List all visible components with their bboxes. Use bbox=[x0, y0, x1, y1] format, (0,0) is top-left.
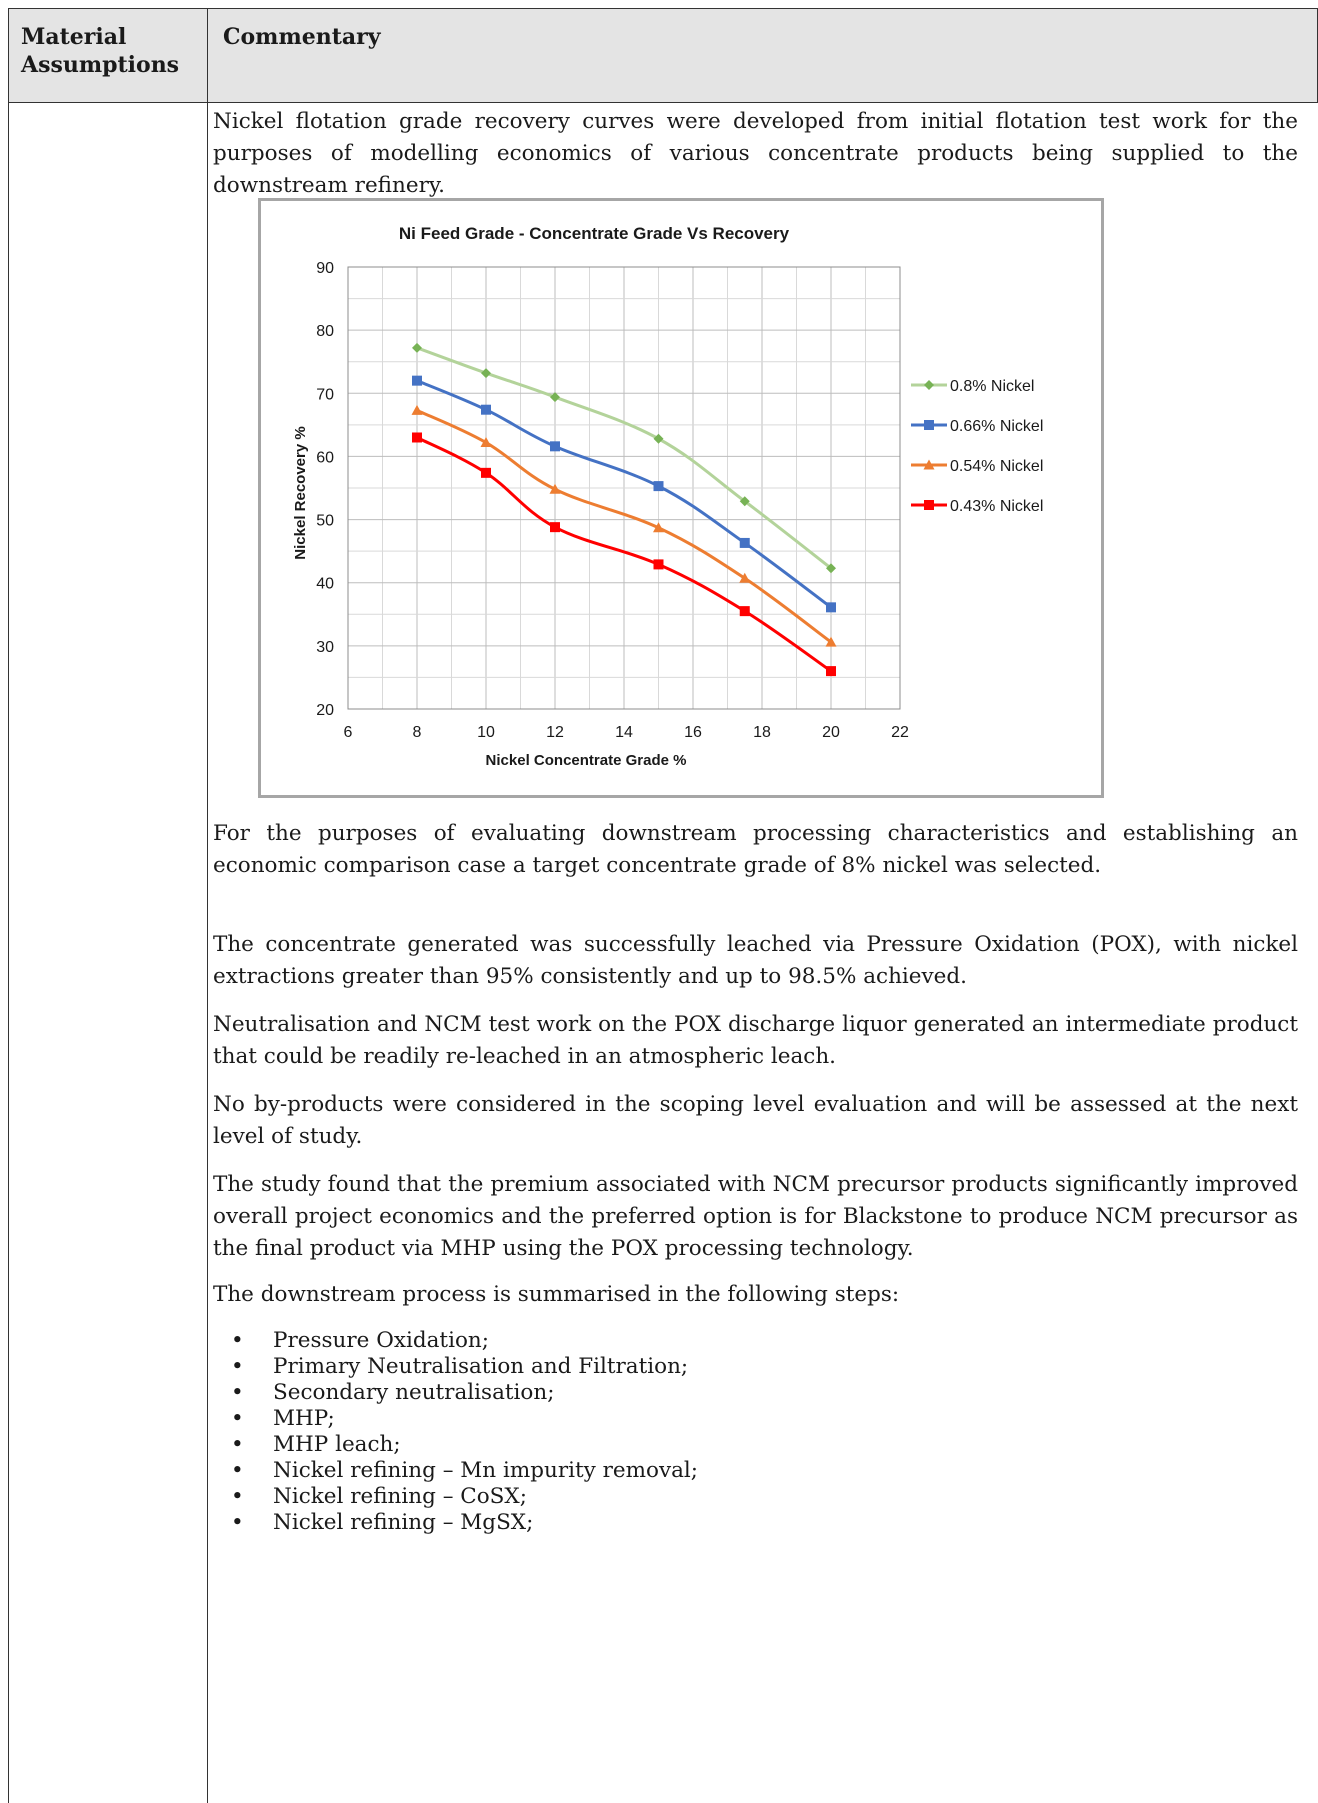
data-point bbox=[739, 537, 750, 548]
data-point bbox=[653, 559, 664, 570]
y-tick-label: 60 bbox=[316, 449, 334, 466]
y-tick-label: 50 bbox=[316, 513, 334, 530]
bullet-glyph: • bbox=[231, 1406, 244, 1431]
data-point bbox=[481, 368, 491, 379]
bullet-glyph: • bbox=[231, 1432, 244, 1457]
assumptions-table: Material Assumptions Commentary bbox=[8, 8, 1318, 1803]
step-text: Primary Neutralisation and Filtration; bbox=[273, 1354, 689, 1379]
data-point bbox=[550, 441, 560, 452]
bullet-glyph: • bbox=[231, 1510, 244, 1535]
list-item: • MHP; bbox=[213, 1406, 1298, 1432]
bullet-glyph: • bbox=[231, 1458, 244, 1483]
data-point bbox=[481, 467, 491, 478]
bullet-glyph: • bbox=[231, 1328, 244, 1353]
list-item: • Secondary neutralisation; bbox=[213, 1380, 1298, 1406]
y-tick-label: 90 bbox=[316, 260, 334, 277]
x-tick-label: 10 bbox=[477, 724, 495, 741]
paragraph-by-products: No by-products were considered in the sc… bbox=[213, 1092, 1298, 1149]
data-point bbox=[739, 496, 750, 507]
x-tick-label: 12 bbox=[546, 724, 564, 741]
data-point bbox=[826, 666, 836, 677]
step-text: MHP; bbox=[273, 1406, 335, 1431]
bullet-glyph: • bbox=[231, 1484, 244, 1509]
legend-marker bbox=[924, 380, 934, 390]
paragraph-pox-leach: The concentrate generated was successful… bbox=[213, 932, 1298, 989]
data-point bbox=[826, 563, 836, 574]
y-tick-label: 30 bbox=[316, 639, 334, 656]
x-tick-label: 16 bbox=[684, 724, 702, 741]
data-point bbox=[739, 606, 750, 617]
y-tick-label: 20 bbox=[316, 702, 334, 719]
list-item: • MHP leach; bbox=[213, 1432, 1298, 1458]
x-tick-label: 14 bbox=[615, 724, 633, 741]
step-text: Pressure Oxidation; bbox=[273, 1328, 489, 1353]
x-tick-label: 6 bbox=[344, 724, 353, 741]
list-item: • Primary Neutralisation and Filtration; bbox=[213, 1354, 1298, 1380]
list-item: • Nickel refining – CoSX; bbox=[213, 1484, 1298, 1510]
data-point bbox=[480, 437, 492, 448]
list-item: • Nickel refining – Mn impurity removal; bbox=[213, 1458, 1298, 1484]
y-tick-label: 70 bbox=[316, 386, 334, 403]
paragraph-flotation-curves: Nickel flotation grade recovery curves w… bbox=[213, 109, 1298, 198]
data-point bbox=[826, 602, 836, 613]
list-item: • Pressure Oxidation; bbox=[213, 1328, 1298, 1354]
x-tick-label: 18 bbox=[753, 724, 771, 741]
paragraph-target-grade: For the purposes of evaluating downstrea… bbox=[213, 821, 1298, 878]
y-tick-label: 80 bbox=[316, 323, 334, 340]
data-point bbox=[481, 404, 491, 415]
data-point bbox=[739, 572, 751, 583]
chart-x-axis-label: Nickel Concentrate Grade % bbox=[486, 752, 687, 769]
data-point bbox=[412, 342, 422, 353]
paragraph-study-findings: The study found that the premium associa… bbox=[213, 1172, 1298, 1261]
x-tick-label: 22 bbox=[891, 724, 909, 741]
paragraph-neutralisation: Neutralisation and NCM test work on the … bbox=[213, 1012, 1298, 1069]
step-text: Nickel refining – CoSX; bbox=[273, 1484, 527, 1509]
bullet-glyph: • bbox=[231, 1380, 244, 1405]
header-material-assumptions: Material Assumptions bbox=[21, 24, 180, 78]
x-tick-label: 8 bbox=[413, 724, 422, 741]
chart-title: Ni Feed Grade - Concentrate Grade Vs Rec… bbox=[399, 224, 790, 243]
paragraph-process-intro: The downstream process is summarised in … bbox=[213, 1282, 900, 1307]
header-cell-commentary: Commentary bbox=[208, 8, 1318, 103]
chart-axes: 6 8 10 12 14 16 18 20 22 20 30 40 50 60 70 80 90 bbox=[316, 260, 909, 741]
legend-marker bbox=[924, 500, 934, 510]
step-text: Secondary neutralisation; bbox=[273, 1380, 555, 1405]
step-text: MHP leach; bbox=[273, 1432, 401, 1457]
data-point bbox=[412, 375, 422, 386]
chart-gridlines bbox=[347, 266, 901, 710]
legend-marker bbox=[924, 420, 934, 430]
chart-legend: 0.8% Nickel 0.66% Nickel 0.54% Nickel 0.43%… bbox=[911, 378, 1043, 515]
data-point bbox=[549, 483, 561, 494]
header-cell-material-assumptions: Material Assumptions bbox=[8, 8, 208, 103]
step-text: Nickel refining – MgSX; bbox=[273, 1510, 534, 1535]
data-point bbox=[412, 432, 422, 443]
data-point bbox=[653, 433, 664, 444]
data-point bbox=[411, 404, 423, 415]
process-steps-list: • Pressure Oxidation; • Primary Neutralisa… bbox=[213, 1328, 1298, 1536]
recovery-chart-svg: 6 8 10 12 14 16 18 20 22 20 30 40 50 60 70 80 90 0.8% Ni… bbox=[292, 224, 1043, 769]
legend-label: 0.43% Nickel bbox=[950, 498, 1043, 515]
legend-label: 0.66% Nickel bbox=[950, 418, 1043, 435]
data-point bbox=[653, 522, 664, 533]
step-text: Nickel refining – Mn impurity removal; bbox=[273, 1458, 699, 1483]
data-point bbox=[653, 481, 664, 492]
chart-series bbox=[411, 342, 837, 677]
plot-area bbox=[347, 266, 901, 710]
material-assumptions-cell bbox=[8, 103, 208, 1803]
data-point bbox=[825, 636, 837, 647]
legend-marker bbox=[923, 459, 935, 470]
data-point bbox=[550, 522, 560, 533]
bullet-glyph: • bbox=[231, 1354, 244, 1379]
recovery-chart: 6 8 10 12 14 16 18 20 22 20 30 40 50 60 70 80 90 0.8% Ni… bbox=[258, 198, 1104, 798]
chart-y-axis-label: Nickel Recovery % bbox=[292, 426, 309, 559]
legend-label: 0.54% Nickel bbox=[950, 458, 1043, 475]
list-item: • Nickel refining – MgSX; bbox=[213, 1510, 1298, 1536]
header-commentary: Commentary bbox=[223, 24, 381, 50]
x-tick-label: 20 bbox=[822, 724, 840, 741]
data-point bbox=[550, 392, 560, 403]
y-tick-label: 40 bbox=[316, 576, 334, 593]
legend-label: 0.8% Nickel bbox=[950, 378, 1034, 395]
